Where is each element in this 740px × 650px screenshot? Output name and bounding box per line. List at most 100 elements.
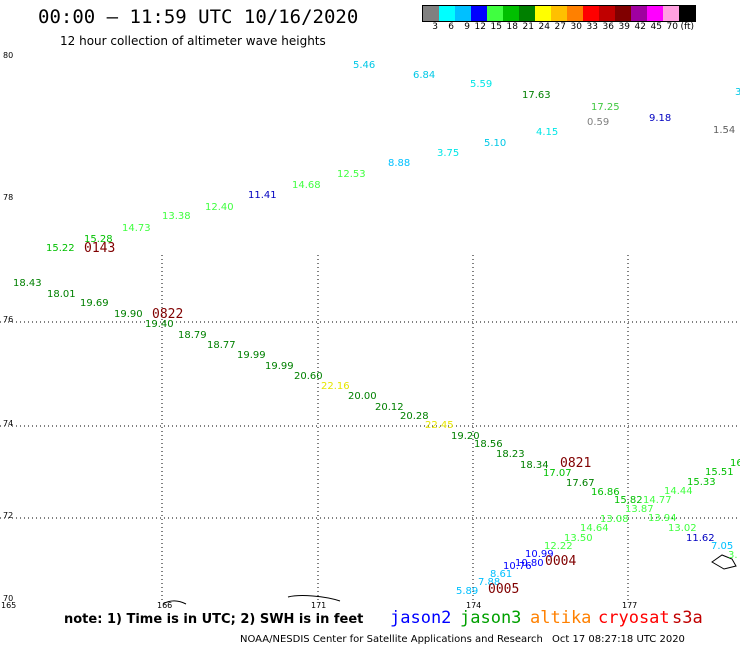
latitude-tick-label: 80	[3, 51, 13, 60]
color-swatch-label: 42	[634, 22, 646, 32]
swh-label: 18.34	[520, 460, 549, 471]
swh-label: 5.59	[470, 79, 492, 90]
pass-time-label: 0005	[488, 582, 519, 597]
swh-label: 11.41	[248, 190, 277, 201]
legend-altika: altika	[530, 608, 592, 628]
map-title: 00:00 – 11:59 UTC 10/16/2020	[38, 6, 359, 28]
observation-labels: 5.46 6.84 5.59 17.63 17.25 3 0.59 9.18 1.54 4.15 5…	[13, 60, 740, 597]
map-subtitle: 12 hour collection of altimeter wave hei…	[60, 34, 326, 48]
swh-label: 13.50	[564, 533, 593, 544]
swh-label: 18.79	[178, 330, 207, 341]
swh-label: 14.77	[643, 495, 672, 506]
color-swatch-label: 33	[586, 22, 598, 32]
swh-label: 14.64	[580, 523, 609, 534]
pass-time-label: 0822	[152, 307, 183, 322]
color-swatch-label: (ft)	[680, 22, 694, 32]
latitude-tick-label: 78	[3, 193, 13, 202]
color-swatch	[519, 6, 535, 21]
swh-label: 12.53	[337, 169, 366, 180]
credit-line: NOAA/NESDIS Center for Satellite Applica…	[240, 634, 543, 645]
legend-jason2: jason2	[390, 608, 452, 628]
footnote: note: 1) Time is in UTC; 2) SWH is in fe…	[64, 612, 364, 627]
swh-label: 20.00	[348, 391, 377, 402]
color-swatch	[663, 6, 679, 21]
swh-label: 3	[735, 87, 740, 98]
pass-time-label: 0821	[560, 456, 591, 471]
swh-label: 1.54	[713, 125, 735, 136]
swh-label: 8.88	[388, 158, 410, 169]
swh-label: 13.94	[648, 513, 677, 524]
longitude-tick-label: 171	[311, 601, 326, 610]
latitude-tick-label: 76	[3, 315, 13, 324]
swh-label: 18.43	[13, 278, 42, 289]
swh-label: 5.10	[484, 138, 506, 149]
color-swatch	[455, 6, 471, 21]
swh-label: 20.28	[400, 411, 429, 422]
swh-label: 16	[730, 458, 740, 469]
swh-label: 13.87	[625, 504, 654, 515]
swh-label: 10.80	[515, 558, 544, 569]
longitude-tick-label: 174	[466, 601, 481, 610]
swh-label: 22.45	[425, 420, 454, 431]
swh-label: 13.08	[600, 514, 629, 525]
swh-label: 8.61	[490, 569, 512, 580]
color-swatch	[567, 6, 583, 21]
swh-label: 18.01	[47, 289, 76, 300]
swh-label: 19.99	[237, 350, 266, 361]
swh-label: 13.02	[668, 523, 697, 534]
swh-label: 7.88	[478, 577, 500, 588]
color-swatch	[599, 6, 615, 21]
color-swatch-label: 30	[570, 22, 582, 32]
swh-label: 19.69	[80, 298, 109, 309]
color-swatch-label: 70	[666, 22, 678, 32]
pass-time-labels: 0143 0822 0821 0004 0005	[84, 241, 591, 597]
latitude-tick-label: 70	[3, 594, 13, 603]
coastline	[162, 554, 737, 605]
legend-cryosat: cryosat	[598, 608, 670, 628]
swh-label: 22.16	[321, 381, 350, 392]
color-swatch-label: 9	[464, 22, 470, 32]
swh-label: 19.90	[114, 309, 143, 320]
swh-label: 12.22	[544, 541, 573, 552]
latitude-tick-label: 72	[3, 511, 13, 520]
swh-label: 19.20	[451, 431, 480, 442]
color-swatch-label: 21	[522, 22, 534, 32]
color-swatch	[503, 6, 519, 21]
color-swatch-label: 12	[474, 22, 486, 32]
pass-time-label: 0143	[84, 241, 115, 256]
color-swatch-label: 6	[448, 22, 454, 32]
color-legend	[422, 5, 696, 22]
color-swatch-label: 15	[490, 22, 502, 32]
swh-label: 20.60	[294, 371, 323, 382]
swh-label: 5.46	[353, 60, 375, 71]
swh-label: 14.44	[664, 486, 693, 497]
swh-label: 7.05	[711, 541, 733, 552]
swh-label: 13.38	[162, 211, 191, 222]
generated-timestamp: Oct 17 08:27:18 UTC 2020	[552, 634, 685, 645]
swh-label: 5.89	[456, 586, 478, 597]
color-swatch-label: 18	[506, 22, 518, 32]
swh-label: 18.23	[496, 449, 525, 460]
swh-label: 16.86	[591, 487, 620, 498]
swh-label: 10.99	[525, 549, 554, 560]
swh-label: 17.07	[543, 468, 572, 479]
longitude-tick-label: 166	[157, 601, 172, 610]
color-swatch	[583, 6, 599, 21]
color-swatch	[423, 6, 439, 21]
pass-time-label: 0004	[545, 554, 576, 569]
color-swatch-label: 3	[432, 22, 438, 32]
swh-label: 14.73	[122, 223, 151, 234]
color-swatch	[679, 6, 695, 21]
color-swatch-label: 45	[650, 22, 662, 32]
swh-label: 3.75	[437, 148, 459, 159]
swh-label: 4.15	[536, 127, 558, 138]
latitude-tick-label: 74	[3, 419, 13, 428]
color-swatch	[471, 6, 487, 21]
swh-label: 11.62	[686, 533, 715, 544]
color-swatch	[615, 6, 631, 21]
legend-s3a: s3a	[672, 608, 703, 628]
swh-label: 17.25	[591, 102, 620, 113]
swh-label: 9.18	[649, 113, 671, 124]
color-swatch-label: 27	[554, 22, 566, 32]
